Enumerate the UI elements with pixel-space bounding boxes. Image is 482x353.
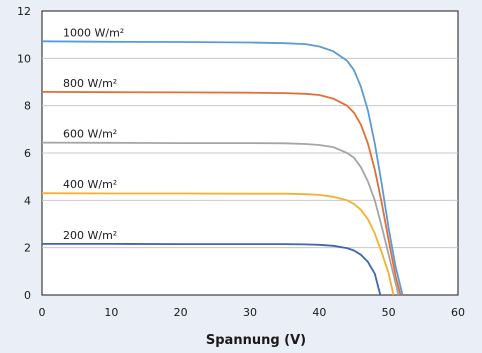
y-tick-label: 4: [24, 194, 31, 207]
y-tick-label: 10: [17, 52, 31, 65]
x-tick-label: 30: [243, 306, 257, 319]
x-tick-label: 20: [174, 306, 188, 319]
series-line-600: [41, 141, 400, 296]
series-line-800: [41, 91, 402, 296]
tick-labels: 0 2 4 6 8 10 12 0 10 20 30 40 50 60: [17, 5, 465, 319]
x-tick-label: 40: [312, 306, 326, 319]
y-tick-label: 8: [24, 100, 31, 113]
series-line-200: [42, 242, 382, 296]
x-tick-label: 10: [104, 306, 118, 319]
series-group: [41, 40, 404, 296]
y-tick-label: 6: [24, 147, 31, 160]
series-label: 400 W/m²: [63, 178, 117, 191]
series-label: 1000 W/m²: [63, 26, 124, 39]
series-label: 200 W/m²: [63, 229, 117, 242]
grid: [42, 57, 458, 249]
y-tick-label: 12: [17, 5, 31, 18]
series-line-1000: [41, 40, 404, 296]
series-label: 800 W/m²: [63, 77, 117, 90]
x-tick-label: 0: [39, 306, 46, 319]
x-tick-label: 60: [451, 306, 465, 319]
x-axis-label: Spannung (V): [206, 333, 306, 348]
series-label: 600 W/m²: [63, 128, 117, 141]
series-line-400: [41, 192, 395, 296]
series-labels: 1000 W/m² 800 W/m² 600 W/m² 400 W/m² 200 W/m…: [63, 26, 124, 242]
x-tick-label: 50: [382, 306, 396, 319]
y-tick-label: 2: [24, 242, 31, 255]
y-tick-label: 0: [24, 289, 31, 302]
